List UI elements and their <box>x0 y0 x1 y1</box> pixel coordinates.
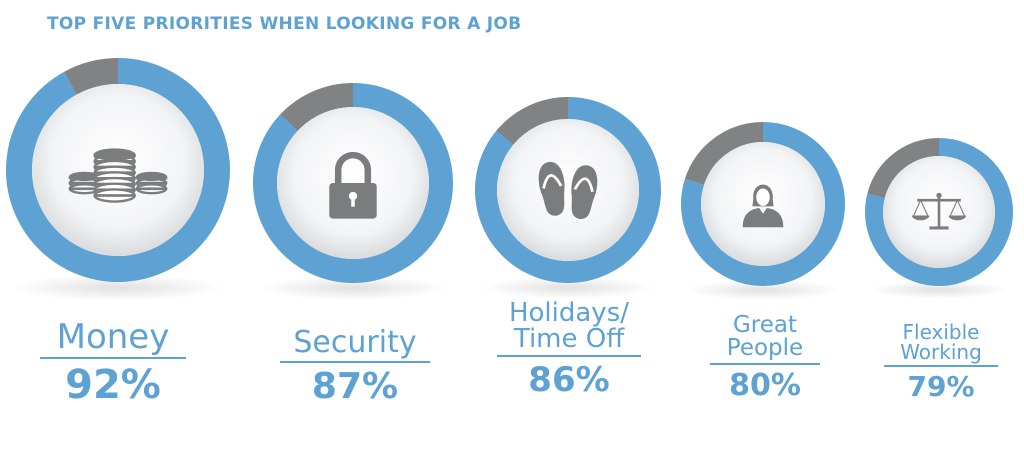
coins-icon <box>68 148 168 203</box>
category-label: Security 87% <box>280 328 430 405</box>
value-arc <box>475 97 661 283</box>
category-name: Money <box>40 320 186 359</box>
donut-4 <box>681 122 845 300</box>
category-percent: 87% <box>311 366 399 407</box>
padlock-icon <box>329 151 377 219</box>
donut-5 <box>865 138 1013 299</box>
category-label: Holidays/Time Off 86% <box>497 300 641 397</box>
chart-title: TOP FIVE PRIORITIES WHEN LOOKING FOR A J… <box>47 14 522 34</box>
category-name: Flexible Working <box>884 322 998 367</box>
remainder-arc <box>867 138 940 199</box>
category-name: Security <box>280 328 430 363</box>
donut-shadow <box>11 274 225 302</box>
donut-3 <box>475 97 661 299</box>
value-arc <box>681 122 845 286</box>
category-percent: 86% <box>528 360 610 400</box>
value-arc <box>253 83 453 283</box>
donut-1 <box>6 58 230 302</box>
remainder-arc <box>685 122 764 186</box>
category-percent: 79% <box>907 370 975 403</box>
donut-2 <box>253 83 453 300</box>
remainder-arc <box>280 83 354 132</box>
remainder-arc <box>496 97 569 146</box>
value-arc <box>6 58 230 282</box>
category-name: Great People <box>710 314 820 365</box>
inner-disc <box>497 119 639 261</box>
category-label: Money 92% <box>40 320 186 405</box>
category-label: Flexible Working 79% <box>884 322 998 401</box>
category-percent: 92% <box>65 362 161 408</box>
category-label: Great People 80% <box>710 314 820 401</box>
donut-shadow <box>258 276 448 300</box>
value-arc <box>865 138 1013 286</box>
scales-icon <box>911 192 967 230</box>
donut-shadow <box>868 280 1010 299</box>
donut-shadow <box>685 280 841 300</box>
category-percent: 80% <box>729 368 801 403</box>
category-name: Holidays/Time Off <box>497 300 641 357</box>
donut-shadow <box>479 276 657 299</box>
flip-flops-icon <box>538 162 598 220</box>
person-icon <box>742 184 784 228</box>
remainder-arc <box>64 58 119 95</box>
